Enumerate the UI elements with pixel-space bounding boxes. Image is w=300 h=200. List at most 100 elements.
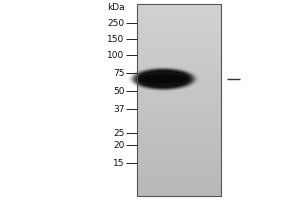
Bar — [136, 33, 220, 34]
Bar — [136, 54, 220, 55]
Bar — [136, 105, 220, 106]
Bar — [136, 118, 220, 119]
Bar — [136, 175, 220, 177]
Ellipse shape — [137, 70, 190, 88]
Text: 100: 100 — [107, 50, 124, 60]
Ellipse shape — [139, 71, 188, 87]
Bar — [136, 63, 220, 65]
Bar — [136, 188, 220, 190]
Ellipse shape — [135, 69, 192, 89]
Bar — [136, 18, 220, 20]
Ellipse shape — [134, 69, 193, 89]
Bar — [136, 190, 220, 191]
Bar — [136, 153, 220, 154]
Bar — [136, 26, 220, 28]
Text: 25: 25 — [113, 129, 124, 138]
Bar — [136, 135, 220, 137]
Bar — [136, 121, 220, 122]
Bar — [136, 60, 220, 62]
Bar — [136, 182, 220, 183]
Bar — [136, 177, 220, 178]
Bar — [136, 10, 220, 12]
Bar — [136, 126, 220, 127]
Bar — [136, 65, 220, 66]
Bar — [136, 137, 220, 138]
Bar — [136, 148, 220, 150]
Bar — [136, 145, 220, 146]
Bar — [136, 66, 220, 68]
Bar — [136, 14, 220, 15]
Bar — [136, 9, 220, 10]
Bar — [136, 49, 220, 50]
Bar — [136, 113, 220, 114]
Bar — [136, 122, 220, 124]
Bar — [136, 78, 220, 79]
Bar — [136, 62, 220, 63]
Text: 37: 37 — [113, 105, 124, 114]
Bar — [136, 31, 220, 33]
Bar — [136, 17, 220, 18]
Bar — [136, 7, 220, 9]
Text: kDa: kDa — [107, 3, 124, 12]
Bar — [136, 129, 220, 130]
Bar — [136, 124, 220, 126]
Bar — [136, 57, 220, 58]
Bar — [136, 38, 220, 39]
Bar — [136, 98, 220, 100]
Bar — [136, 143, 220, 145]
Bar — [136, 76, 220, 78]
Bar — [136, 23, 220, 25]
Bar — [136, 162, 220, 164]
Bar — [136, 154, 220, 156]
Bar — [136, 44, 220, 46]
Bar — [136, 142, 220, 143]
Bar — [136, 106, 220, 108]
Bar — [136, 84, 220, 86]
Bar — [136, 50, 220, 52]
Bar — [136, 92, 220, 94]
Bar — [136, 4, 220, 196]
Bar — [136, 20, 220, 22]
Bar — [136, 41, 220, 42]
Ellipse shape — [131, 68, 196, 90]
Bar — [136, 130, 220, 132]
Bar — [136, 159, 220, 161]
Bar — [136, 86, 220, 87]
Ellipse shape — [130, 68, 196, 90]
Bar — [136, 12, 220, 14]
Bar — [136, 87, 220, 89]
Text: 75: 75 — [113, 68, 124, 77]
Bar — [136, 46, 220, 47]
Ellipse shape — [136, 70, 190, 88]
Text: 20: 20 — [113, 140, 124, 149]
Ellipse shape — [133, 69, 194, 89]
Ellipse shape — [132, 68, 195, 90]
Bar — [136, 39, 220, 41]
Ellipse shape — [134, 69, 194, 89]
Bar — [136, 89, 220, 90]
Bar — [136, 42, 220, 44]
Bar — [136, 169, 220, 170]
Bar — [136, 116, 220, 118]
Bar — [136, 55, 220, 57]
Bar — [136, 15, 220, 17]
Ellipse shape — [140, 74, 188, 84]
Bar — [136, 79, 220, 81]
Bar — [136, 73, 220, 74]
Ellipse shape — [130, 67, 197, 91]
Bar — [136, 6, 220, 7]
Bar — [136, 82, 220, 84]
Bar — [136, 183, 220, 185]
Bar — [136, 114, 220, 116]
Bar — [136, 174, 220, 175]
Bar — [136, 132, 220, 134]
Bar — [136, 156, 220, 158]
Bar — [136, 194, 220, 196]
Bar — [136, 111, 220, 113]
Ellipse shape — [140, 71, 188, 87]
Bar — [136, 28, 220, 30]
Bar — [136, 151, 220, 153]
Bar — [136, 74, 220, 76]
Bar — [136, 127, 220, 129]
Bar — [136, 100, 220, 102]
